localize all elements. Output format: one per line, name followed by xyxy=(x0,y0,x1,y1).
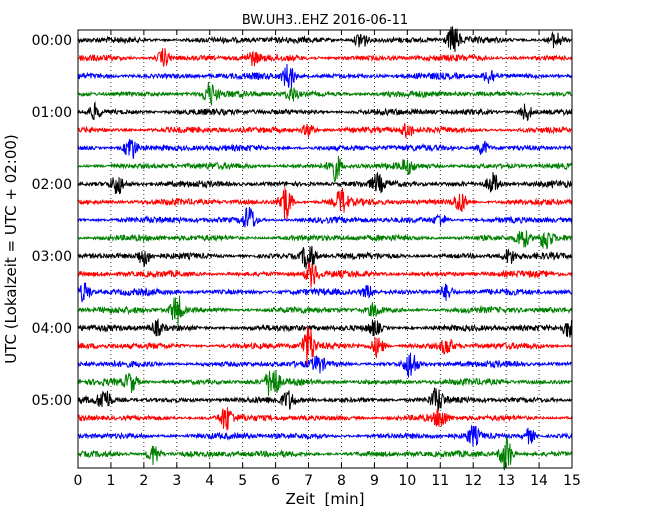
x-tick-label-8: 8 xyxy=(337,473,346,489)
trace-0200 xyxy=(77,171,573,195)
x-tick-label-10: 10 xyxy=(398,473,416,489)
trace-0030 xyxy=(77,63,573,88)
trace-0345 xyxy=(78,295,573,327)
y-tick-label-0: 00:00 xyxy=(32,33,72,49)
x-axis-label: Zeit [min] xyxy=(285,490,364,508)
trace-0245 xyxy=(77,230,573,250)
trace-0145 xyxy=(77,155,573,183)
x-tick-label-4: 4 xyxy=(205,473,214,489)
y-tick-label-3: 03:00 xyxy=(32,249,72,265)
trace-0415 xyxy=(77,325,573,367)
x-tick-label-11: 11 xyxy=(431,473,449,489)
x-tick-label-3: 3 xyxy=(172,473,181,489)
trace-0530 xyxy=(77,424,573,447)
x-tick-label-6: 6 xyxy=(271,473,280,489)
trace-0000 xyxy=(77,26,573,52)
plot-frame xyxy=(77,29,573,469)
trace-0300 xyxy=(77,246,573,269)
y-tick-label-2: 02:00 xyxy=(32,177,72,193)
x-tick-label-0: 0 xyxy=(74,473,83,489)
y-axis-label: UTC (Lokalzeit = UTC + 02:00) xyxy=(2,134,20,364)
x-tick-label-13: 13 xyxy=(497,473,515,489)
trace-0115 xyxy=(77,123,573,139)
trace-0100 xyxy=(77,101,573,121)
x-tick-label-2: 2 xyxy=(139,473,148,489)
trace-0315 xyxy=(77,262,573,288)
trace-0445 xyxy=(77,370,573,396)
y-tick-label-4: 04:00 xyxy=(32,321,72,337)
trace-0545 xyxy=(77,436,573,471)
trace-0130 xyxy=(77,138,573,159)
trace-0430 xyxy=(77,352,573,378)
trace-0230 xyxy=(77,206,573,228)
trace-0500 xyxy=(77,387,573,412)
trace-0515 xyxy=(77,407,573,431)
x-tick-label-9: 9 xyxy=(370,473,379,489)
x-tick-label-15: 15 xyxy=(563,473,581,489)
trace-0330 xyxy=(77,282,573,303)
y-tick-label-5: 05:00 xyxy=(32,393,72,409)
y-axis-ticks: 00:00 01:00 02:00 03:00 04:00 05:00 xyxy=(32,33,572,409)
x-tick-label-5: 5 xyxy=(238,473,247,489)
trace-0045 xyxy=(77,81,573,106)
chart-title: BW.UH3..EHZ 2016-06-11 xyxy=(242,13,408,28)
x-axis-ticks: 0 1 2 3 4 5 6 7 8 9 10 11 12 13 14 15 xyxy=(74,30,581,489)
x-tick-label-12: 12 xyxy=(464,473,482,489)
trace-0400 xyxy=(77,318,573,338)
x-tick-label-7: 7 xyxy=(304,473,313,489)
trace-0015 xyxy=(77,48,573,67)
seismic-traces xyxy=(77,26,573,471)
y-tick-label-1: 01:00 xyxy=(32,105,72,121)
x-tick-label-1: 1 xyxy=(106,473,115,489)
x-tick-label-14: 14 xyxy=(530,473,548,489)
trace-0215 xyxy=(77,187,573,220)
